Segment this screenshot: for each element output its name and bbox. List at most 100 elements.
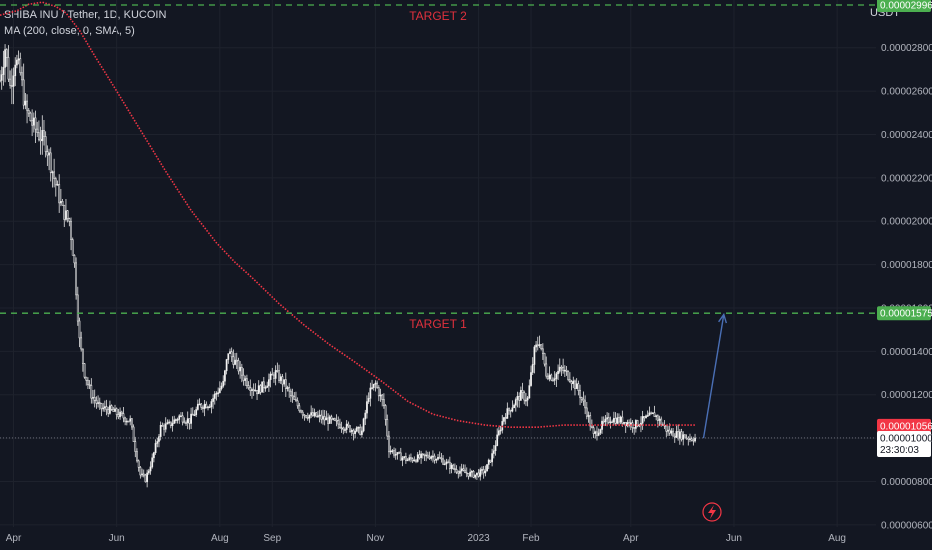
candle-body-up — [355, 427, 358, 432]
candle — [273, 372, 275, 383]
candle-body-up — [445, 461, 448, 465]
candle — [604, 415, 607, 426]
candle — [442, 455, 444, 466]
candle — [563, 365, 566, 377]
level-target-2[interactable]: TARGET 2 — [0, 4, 876, 23]
candle-body-down — [433, 455, 436, 461]
candle — [357, 426, 360, 434]
candle — [2, 50, 5, 86]
candle-body-up — [141, 473, 143, 476]
candle — [146, 469, 149, 488]
time-tick-label[interactable]: Apr — [623, 533, 639, 544]
candle — [352, 428, 355, 441]
alert-icon[interactable] — [702, 502, 722, 522]
candle-body-up — [308, 414, 311, 419]
candle-body-up — [190, 413, 192, 424]
arrow-head[interactable] — [718, 312, 728, 324]
candle — [377, 385, 380, 402]
candle — [386, 414, 389, 440]
time-tick-label[interactable]: 2023 — [467, 533, 490, 544]
level-target-1[interactable]: TARGET 1 — [0, 312, 876, 331]
candle-body-down — [352, 429, 355, 434]
candle — [459, 466, 461, 477]
target-levels[interactable]: TARGET 2 TARGET 1 — [0, 4, 876, 439]
candle — [640, 416, 642, 433]
candle-body-up — [350, 429, 353, 432]
candle-body-down — [452, 464, 455, 470]
candle — [153, 451, 155, 463]
time-tick-label[interactable]: Nov — [367, 533, 385, 544]
candle-body-up — [362, 418, 365, 432]
candle — [425, 450, 428, 462]
candle — [670, 428, 673, 436]
projection-arrow[interactable] — [702, 312, 728, 439]
time-tick-label[interactable]: Aug — [211, 533, 229, 544]
candle — [540, 344, 543, 351]
candle-body-up — [186, 418, 189, 423]
candle-body-down — [423, 453, 426, 456]
time-tick-label[interactable]: Feb — [522, 533, 540, 544]
candle — [180, 412, 182, 418]
time-tick-label[interactable]: Aug — [828, 533, 846, 544]
candle-body-down — [376, 382, 379, 388]
candle — [87, 377, 89, 390]
candle — [347, 421, 350, 428]
candle — [9, 70, 12, 89]
candle — [410, 453, 412, 463]
candle-body-up — [403, 456, 406, 459]
candle — [496, 428, 499, 447]
candle-body-down — [39, 138, 42, 142]
candle — [521, 382, 524, 399]
candle-body-down — [560, 366, 563, 369]
candle-body-up — [168, 421, 171, 424]
candle — [418, 450, 421, 460]
time-tick-label[interactable]: Apr — [6, 533, 22, 544]
candle — [486, 464, 488, 472]
candle — [254, 383, 257, 392]
arrow-shaft[interactable] — [702, 314, 725, 439]
candle-body-up — [56, 184, 59, 186]
price-tick-label[interactable]: 0.000028000 — [881, 43, 932, 54]
candle-body-down — [547, 375, 549, 380]
candle-body-up — [516, 395, 519, 400]
candle — [685, 434, 688, 440]
candle — [247, 381, 250, 390]
candle-body-down — [384, 405, 387, 420]
candle-body-down — [36, 128, 39, 133]
candle-body-up — [548, 374, 551, 380]
candle — [582, 391, 585, 406]
candle-body-up — [499, 429, 502, 432]
time-tick-label[interactable]: Jun — [109, 533, 125, 544]
symbol-title[interactable]: SHIBA INU / Tether, 1D, KUCOIN — [4, 9, 167, 21]
candle — [454, 463, 456, 474]
time-tick-label[interactable]: Sep — [263, 533, 281, 544]
candle — [49, 147, 52, 182]
candle — [127, 420, 130, 423]
candle — [536, 336, 539, 351]
candle-body-up — [678, 431, 681, 439]
indicator-legend[interactable]: MA (200, close, 0, SMA, 5) — [4, 25, 135, 37]
candle — [65, 199, 67, 222]
candle-body-up — [244, 378, 247, 381]
candle — [643, 416, 646, 422]
candle — [393, 447, 395, 458]
price-axis[interactable]: 0.0000060000.0000080000.0000100000.00001… — [881, 43, 932, 531]
candle-body-down — [577, 383, 580, 391]
time-axis[interactable]: Apr Jun Aug Sep Nov 2023 Feb Apr Jun Aug — [6, 533, 846, 544]
candle-body-up — [318, 414, 321, 417]
time-tick-label[interactable]: Jun — [726, 533, 742, 544]
candle — [120, 410, 123, 417]
candle — [136, 448, 138, 463]
candle — [166, 419, 169, 425]
candle-body-down — [521, 390, 524, 393]
